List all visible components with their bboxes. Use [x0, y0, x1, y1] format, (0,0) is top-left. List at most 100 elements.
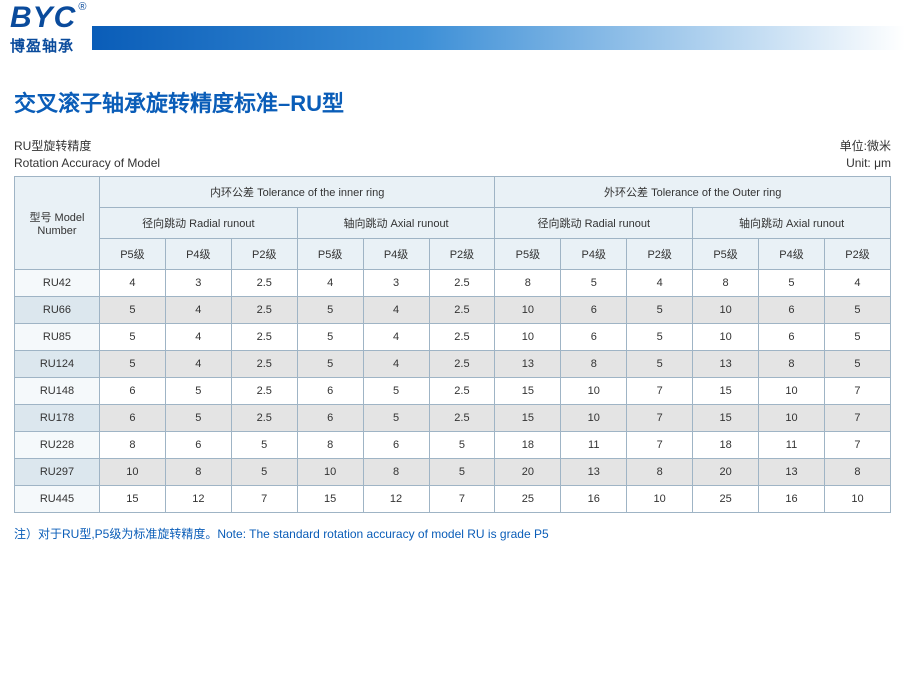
cell-value: 11 [561, 431, 627, 458]
cell-value: 25 [693, 485, 759, 512]
th-grade: P5级 [99, 238, 165, 269]
cell-value: 6 [297, 377, 363, 404]
cell-model: RU66 [15, 296, 100, 323]
header-bar: BYC ® 博盈轴承 [0, 0, 905, 62]
cell-value: 10 [693, 323, 759, 350]
th-inner-axial: 轴向跳动 Axial runout [297, 207, 495, 238]
table-row: RU148652.5652.51510715107 [15, 377, 891, 404]
cell-value: 18 [495, 431, 561, 458]
cell-value: 8 [561, 350, 627, 377]
cell-value: 5 [824, 323, 890, 350]
cell-value: 2.5 [231, 323, 297, 350]
cell-value: 15 [297, 485, 363, 512]
th-grade: P2级 [824, 238, 890, 269]
cell-value: 4 [165, 296, 231, 323]
cell-value: 4 [297, 269, 363, 296]
page-title: 交叉滚子轴承旋转精度标准–RU型 [14, 86, 891, 118]
cell-value: 10 [297, 458, 363, 485]
cell-value: 4 [627, 269, 693, 296]
cell-value: 15 [99, 485, 165, 512]
cell-value: 5 [824, 350, 890, 377]
th-outer: 外环公差 Tolerance of the Outer ring [495, 176, 891, 207]
cell-value: 7 [627, 377, 693, 404]
cell-value: 8 [99, 431, 165, 458]
cell-value: 7 [627, 404, 693, 431]
cell-value: 2.5 [429, 350, 495, 377]
footnote: 注）对于RU型,P5级为标准旋转精度。Note: The standard ro… [14, 525, 891, 542]
cell-value: 16 [561, 485, 627, 512]
cell-value: 2.5 [231, 296, 297, 323]
cell-value: 4 [99, 269, 165, 296]
th-grade: P4级 [561, 238, 627, 269]
th-grade: P2级 [429, 238, 495, 269]
cell-value: 4 [363, 350, 429, 377]
cell-value: 2.5 [429, 269, 495, 296]
cell-value: 6 [99, 377, 165, 404]
th-outer-radial: 径向跳动 Radial runout [495, 207, 693, 238]
cell-value: 5 [231, 431, 297, 458]
cell-value: 6 [297, 404, 363, 431]
cell-value: 8 [627, 458, 693, 485]
cell-value: 5 [627, 296, 693, 323]
cell-value: 5 [627, 350, 693, 377]
cell-value: 10 [561, 377, 627, 404]
cell-value: 7 [824, 431, 890, 458]
table-row: RU66542.5542.510651065 [15, 296, 891, 323]
grade-row: P5级P4级P2级P5级P4级P2级P5级P4级P2级P5级P4级P2级 [15, 238, 891, 269]
cell-value: 7 [824, 377, 890, 404]
cell-value: 2.5 [429, 296, 495, 323]
cell-value: 11 [759, 431, 825, 458]
cell-value: 5 [824, 296, 890, 323]
cell-value: 10 [561, 404, 627, 431]
th-inner: 内环公差 Tolerance of the inner ring [99, 176, 494, 207]
cell-value: 4 [165, 350, 231, 377]
th-grade: P5级 [495, 238, 561, 269]
th-grade: P4级 [165, 238, 231, 269]
table-row: RU85542.5542.510651065 [15, 323, 891, 350]
cell-value: 8 [165, 458, 231, 485]
cell-value: 13 [561, 458, 627, 485]
cell-value: 2.5 [429, 377, 495, 404]
cell-value: 5 [99, 350, 165, 377]
th-model: 型号 Model Number [15, 176, 100, 269]
cell-value: 2.5 [429, 323, 495, 350]
cell-value: 7 [824, 404, 890, 431]
cell-value: 15 [693, 404, 759, 431]
table-row: RU124542.5542.513851385 [15, 350, 891, 377]
cell-value: 3 [363, 269, 429, 296]
cell-value: 10 [627, 485, 693, 512]
cell-model: RU297 [15, 458, 100, 485]
subhead-left-cn: RU型旋转精度 [14, 138, 160, 155]
cell-value: 8 [495, 269, 561, 296]
cell-value: 2.5 [231, 269, 297, 296]
cell-value: 6 [99, 404, 165, 431]
logo-text-en: BYC [10, 3, 76, 33]
subhead-left-en: Rotation Accuracy of Model [14, 155, 160, 172]
th-inner-radial: 径向跳动 Radial runout [99, 207, 297, 238]
cell-value: 10 [759, 377, 825, 404]
cell-value: 16 [759, 485, 825, 512]
cell-value: 6 [759, 323, 825, 350]
cell-value: 5 [99, 323, 165, 350]
cell-value: 5 [429, 431, 495, 458]
cell-value: 10 [495, 323, 561, 350]
cell-value: 5 [165, 404, 231, 431]
cell-value: 5 [429, 458, 495, 485]
cell-value: 8 [297, 431, 363, 458]
cell-value: 15 [693, 377, 759, 404]
subhead-right-en: Unit: μm [840, 155, 891, 172]
cell-model: RU85 [15, 323, 100, 350]
table-row: RU178652.5652.51510715107 [15, 404, 891, 431]
logo-registered: ® [78, 1, 86, 13]
cell-value: 4 [363, 323, 429, 350]
gradient-bar [92, 26, 905, 50]
cell-value: 4 [824, 269, 890, 296]
cell-model: RU124 [15, 350, 100, 377]
table-row: RU297108510852013820138 [15, 458, 891, 485]
cell-value: 3 [165, 269, 231, 296]
cell-value: 5 [627, 323, 693, 350]
th-grade: P2级 [231, 238, 297, 269]
th-grade: P4级 [363, 238, 429, 269]
cell-value: 13 [693, 350, 759, 377]
cell-value: 2.5 [429, 404, 495, 431]
